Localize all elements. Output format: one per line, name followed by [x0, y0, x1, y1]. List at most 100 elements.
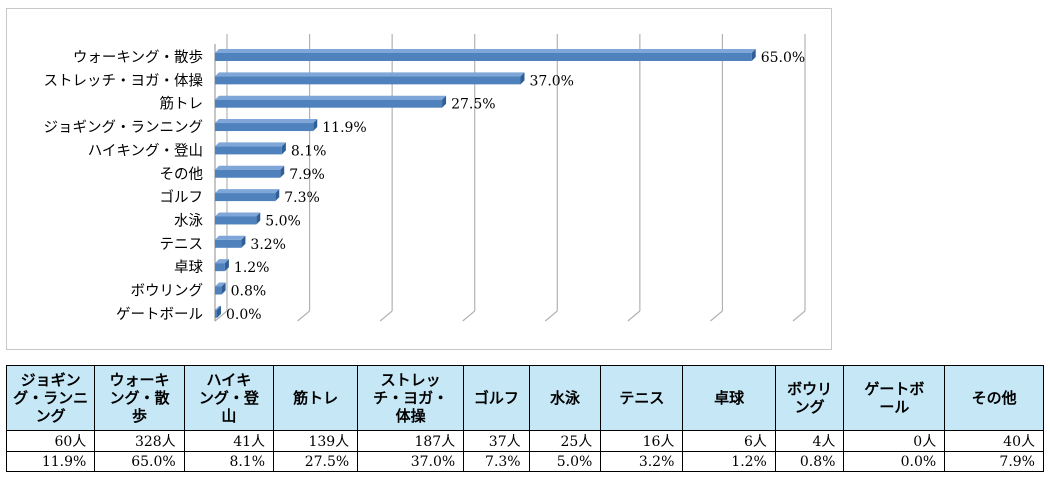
bar-side [256, 212, 261, 225]
table-header-cell: テニス [600, 365, 684, 431]
table-header-row: ジョギン グ・ランニ ング ウォーキ ング・散歩ハイキ ング・登山筋トレ ストレッ チ・ヨガ・… [5, 365, 1044, 431]
bar [215, 169, 281, 178]
count-cell: 37人 [463, 430, 530, 452]
bar-top [215, 305, 221, 310]
table-header-cell: ボウリ ング [774, 365, 845, 431]
count-cell: 16人 [600, 430, 684, 452]
data-label: 1.2% [234, 260, 270, 276]
header-line: ング [794, 398, 825, 416]
table-header-cell: ストレッ チ・ヨガ・ 体操 [357, 365, 465, 431]
header-line: ジョギン [20, 371, 81, 389]
header-line: ング・登 [198, 389, 259, 407]
header-line: ング [35, 407, 66, 425]
data-label: 0.8% [231, 284, 267, 300]
category-label: ハイキング・登山 [88, 142, 203, 159]
bar [215, 146, 282, 155]
participation-table: ジョギン グ・ランニ ング ウォーキ ング・散歩ハイキ ング・登山筋トレ ストレッ チ・ヨガ・… [5, 365, 1044, 472]
count-cell: 25人 [528, 430, 602, 452]
bar [215, 239, 242, 248]
bar-top [215, 235, 246, 240]
bar-side [281, 142, 286, 155]
gridline-depth [792, 310, 806, 322]
bar-side [280, 165, 285, 178]
bar-side [217, 305, 221, 318]
data-label: 7.3% [284, 190, 320, 206]
gridline-depth [627, 310, 641, 322]
table-header-cell: ゴルフ [463, 365, 530, 431]
bar [215, 193, 276, 202]
category-label: テニス [160, 237, 204, 253]
bar [215, 123, 314, 132]
header-line: ボウリ [787, 380, 833, 398]
header-line: 歩 [131, 407, 147, 425]
data-label: 7.9% [289, 167, 325, 183]
percent-cell: 65.0% [94, 451, 185, 472]
bar-side [241, 235, 246, 248]
count-cell: 40人 [944, 430, 1044, 452]
table-header-cell: 筋トレ [273, 365, 359, 431]
bar-side [442, 95, 447, 108]
bar [215, 99, 443, 108]
gridline-depth [379, 310, 393, 322]
header-line: ゲートボ [864, 380, 925, 398]
category-label: ストレッチ・ヨガ・体操 [44, 72, 204, 89]
header-line: ハイキ [206, 371, 252, 389]
table-header-cell: ゲートボ ール [843, 365, 946, 431]
header-line: 卓球 [714, 389, 745, 407]
bar [215, 216, 257, 225]
percent-cell: 27.5% [273, 451, 359, 472]
bar [215, 76, 521, 85]
header-line: ゴルフ [473, 389, 519, 407]
bar-top [215, 119, 318, 124]
header-line: ストレッ [380, 371, 441, 389]
percent-row: 11.9% 65.0% 8.1% 27.5% 37.0% 7.3% 5.0% 3.2% 1.2%… [5, 451, 1044, 472]
gridline-depth [462, 310, 476, 322]
count-cell: 4人 [774, 430, 845, 452]
percent-cell: 8.1% [183, 451, 275, 472]
table-header-cell: ジョギン グ・ランニ ング [5, 365, 96, 431]
bar-top [215, 49, 756, 53]
table-header-cell: ウォーキ ング・散歩 [94, 365, 185, 431]
bar-top [215, 95, 447, 100]
data-label: 27.5% [451, 97, 495, 113]
bar-side [751, 49, 756, 61]
bar-top [215, 165, 285, 170]
bar [215, 286, 222, 295]
table-header-cell: その他 [944, 365, 1044, 431]
bar-side [275, 189, 280, 202]
data-label: 0.0% [226, 307, 262, 323]
percent-cell: 1.2% [682, 451, 776, 472]
bar [215, 309, 217, 318]
header-line: 水泳 [549, 389, 580, 407]
percent-cell: 3.2% [600, 451, 684, 472]
gridline-depth [297, 310, 310, 322]
count-cell: 41人 [183, 430, 275, 452]
data-label: 37.0% [530, 73, 574, 89]
count-cell: 187人 [357, 430, 465, 452]
data-label: 11.9% [322, 120, 366, 136]
header-line: ール [879, 398, 910, 416]
header-line: テニス [619, 389, 665, 407]
category-label: ボウリング [131, 283, 204, 300]
count-cell: 60人 [5, 430, 96, 452]
category-label: ウォーキング・散歩 [73, 49, 203, 66]
bar-top [215, 142, 286, 147]
percent-cell: 0.0% [843, 451, 946, 472]
bar-side [313, 119, 318, 132]
bar-top [215, 282, 226, 287]
category-label: ゴルフ [160, 188, 204, 206]
bar-top [215, 72, 525, 77]
header-line: 体操 [395, 407, 426, 425]
bar-top [215, 212, 261, 217]
percent-cell: 11.9% [5, 451, 96, 472]
count-row: 60人 328人 41人 139人 187人 37人 25人 16人 6人 4人 0人 40人 [5, 430, 1044, 452]
category-label: 筋トレ [160, 96, 204, 113]
gridline-depth [710, 310, 723, 322]
category-label: ゲートボール [116, 306, 203, 323]
percent-cell: 0.8% [774, 451, 845, 472]
category-label: その他 [160, 166, 204, 183]
chart-area: ウォーキング・散歩 65.0% ストレッチ・ヨガ・体操 37.0% 筋トレ 27.5% ジョ… [6, 8, 832, 350]
bar-top [215, 259, 229, 264]
count-cell: 139人 [273, 430, 359, 452]
data-label: 5.0% [265, 213, 301, 229]
